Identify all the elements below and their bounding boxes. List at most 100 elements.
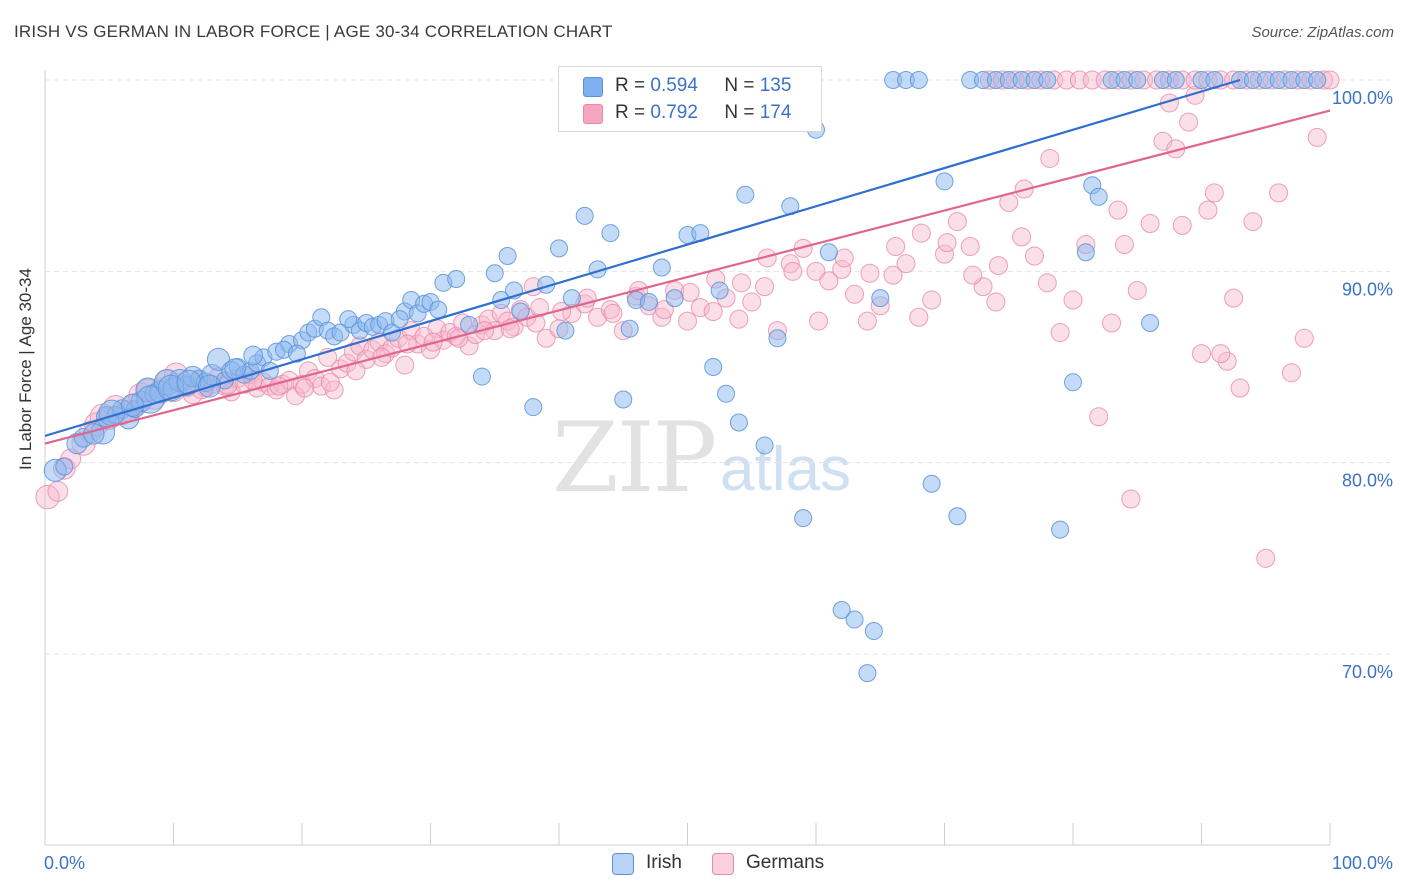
irish-point [550, 239, 568, 258]
source-label: Source: ZipAtlas.com [1251, 24, 1394, 41]
irish-point [665, 289, 684, 308]
germans-point [530, 298, 550, 318]
germans-point [960, 236, 980, 256]
germans-point [896, 254, 916, 274]
germans-point [832, 259, 852, 279]
germans-r-value: 0.792 [650, 102, 698, 123]
germans-point [1140, 214, 1160, 233]
germans-point [269, 376, 289, 396]
x-tick-label-0: 0.0% [44, 853, 85, 873]
irish-point [736, 185, 755, 204]
irish-point [562, 289, 581, 308]
x-tick-label-100: 100.0% [1332, 853, 1393, 873]
germans-point [834, 248, 854, 268]
germans-n-value: 174 [759, 102, 792, 123]
germans-point [536, 328, 556, 348]
germans-point [1172, 215, 1192, 235]
irish-point [601, 224, 620, 243]
irish-point [909, 71, 928, 89]
tick-labels: 70.0% 80.0% 90.0% 100.0% 0.0% 100.0% [44, 88, 1393, 873]
germans-point [35, 484, 60, 510]
germans-point [690, 298, 710, 318]
y-axis-title: In Labor Force | Age 30-34 [16, 268, 35, 470]
watermark-atlas: atlas [720, 435, 851, 504]
germans-point [857, 311, 877, 331]
germans-point [1230, 378, 1250, 398]
germans-point [1192, 344, 1211, 364]
germans-n-label: N = [724, 102, 755, 123]
irish-point [948, 507, 967, 526]
trend-lines [44, 78, 1331, 445]
y-tick-label-100: 100.0% [1332, 88, 1393, 108]
irish-point [575, 206, 594, 225]
germans-point [1063, 290, 1083, 310]
axes [44, 70, 1331, 846]
germans-legend-label: Germans [746, 852, 825, 873]
irish-point [83, 423, 105, 445]
germans-point [654, 300, 674, 320]
germans-point [47, 480, 69, 502]
germans-point [680, 282, 700, 302]
irish-point [614, 390, 633, 409]
irish-point [287, 344, 306, 363]
germans-point [1102, 313, 1122, 333]
irish-point [1166, 71, 1185, 89]
germans-point [459, 336, 479, 356]
germans-point [742, 292, 762, 312]
irish-point [1141, 313, 1160, 332]
irish-point [1128, 71, 1147, 89]
germans-point [922, 290, 942, 310]
irish-r-label: R = [615, 75, 646, 96]
irish-point [729, 413, 748, 432]
irish-trend-line [44, 78, 1241, 437]
irish-point [871, 289, 890, 308]
germans-point [1024, 246, 1044, 266]
germans-point [1198, 200, 1218, 220]
irish-point [620, 319, 639, 338]
germans-point [1269, 183, 1289, 203]
irish-point [1064, 373, 1082, 392]
irish-point [935, 172, 954, 191]
germans-point [1204, 183, 1224, 203]
germans-point [320, 372, 340, 392]
irish-legend-swatch [612, 853, 634, 875]
germans-point [1108, 200, 1128, 220]
germans-point [860, 263, 880, 283]
germans-point [780, 254, 800, 274]
germans-point [1037, 273, 1057, 293]
irish-n-label: N = [724, 75, 755, 96]
germans-point [1243, 212, 1263, 232]
irish-point [639, 292, 658, 311]
germans-trend-line [44, 109, 1331, 445]
watermark-zip: ZIP [552, 402, 717, 514]
germans-point [1114, 235, 1134, 255]
irish-points [43, 71, 1327, 683]
irish-point [511, 302, 530, 321]
germans-point [731, 273, 751, 293]
germans-legend-swatch [712, 853, 734, 875]
germans-point [1217, 351, 1237, 371]
irish-point [704, 358, 723, 376]
irish-point [429, 300, 448, 319]
germans-point [703, 302, 723, 322]
germans-point [809, 311, 829, 331]
germans-swatch [583, 104, 603, 124]
irish-point [243, 345, 264, 366]
irish-point [652, 258, 671, 277]
germans-point [295, 378, 315, 398]
germans-point [883, 265, 903, 285]
irish-point [556, 321, 575, 340]
germans-point [988, 256, 1008, 276]
germans-point [963, 265, 983, 285]
irish-point [755, 436, 774, 455]
germans-point [1307, 127, 1327, 147]
irish-point [1308, 71, 1327, 89]
irish-point [768, 329, 787, 348]
irish-point [1076, 243, 1095, 262]
irish-point [498, 247, 517, 266]
irish-point [858, 664, 877, 683]
irish-point [832, 600, 851, 619]
irish-point [922, 474, 941, 493]
germans-point [346, 361, 366, 381]
